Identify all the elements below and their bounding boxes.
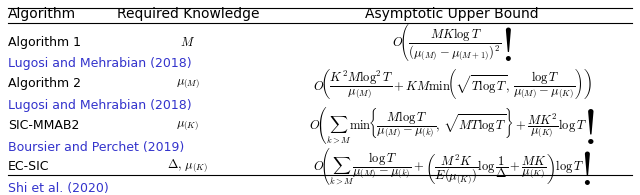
Text: Boursier and Perchet (2019): Boursier and Perchet (2019) [8,141,184,154]
Text: $\mu_{(M)}$: $\mu_{(M)}$ [176,77,200,90]
Text: SIC-MMAB2: SIC-MMAB2 [8,119,79,132]
Text: Lugosi and Mehrabian (2018): Lugosi and Mehrabian (2018) [8,57,191,70]
Text: Shi et al. (2020): Shi et al. (2020) [8,182,109,195]
Text: $\Delta,\, \mu_{(K)}$: $\Delta,\, \mu_{(K)}$ [168,158,208,175]
Text: $O\!\left(\sum_{k>M} \dfrac{\log T}{\mu_{(M)}-\mu_{(k)}} + \left(\dfrac{M^2K}{E(: $O\!\left(\sum_{k>M} \dfrac{\log T}{\mu_… [313,146,591,187]
Text: EC-SIC: EC-SIC [8,160,49,173]
Text: Algorithm 2: Algorithm 2 [8,77,81,90]
Text: Algorithm 1: Algorithm 1 [8,36,81,49]
Text: Algorithm: Algorithm [8,7,76,21]
Text: Lugosi and Mehrabian (2018): Lugosi and Mehrabian (2018) [8,99,191,112]
Text: $O\!\left(\dfrac{K^2M\log^2 T}{\mu_{(M)}} + KM\min\!\left(\sqrt{T\log T},\, \dfr: $O\!\left(\dfrac{K^2M\log^2 T}{\mu_{(M)}… [313,67,591,101]
Text: $\mu_{(K)}$: $\mu_{(K)}$ [177,119,199,132]
Text: Asymptotic Upper Bound: Asymptotic Upper Bound [365,7,539,21]
Text: $O\!\left(\sum_{k>M}\min\!\left\{\dfrac{M\log T}{\mu_{(M)}-\mu_{(k)}},\, \sqrt{M: $O\!\left(\sum_{k>M}\min\!\left\{\dfrac{… [309,105,595,146]
Text: $O\!\left(\dfrac{MK\log T}{(\mu_{(M)}-\mu_{(M+1)})^2}\right)$: $O\!\left(\dfrac{MK\log T}{(\mu_{(M)}-\m… [392,22,512,63]
Text: $M$: $M$ [180,36,195,49]
Text: Required Knowledge: Required Knowledge [116,7,259,21]
